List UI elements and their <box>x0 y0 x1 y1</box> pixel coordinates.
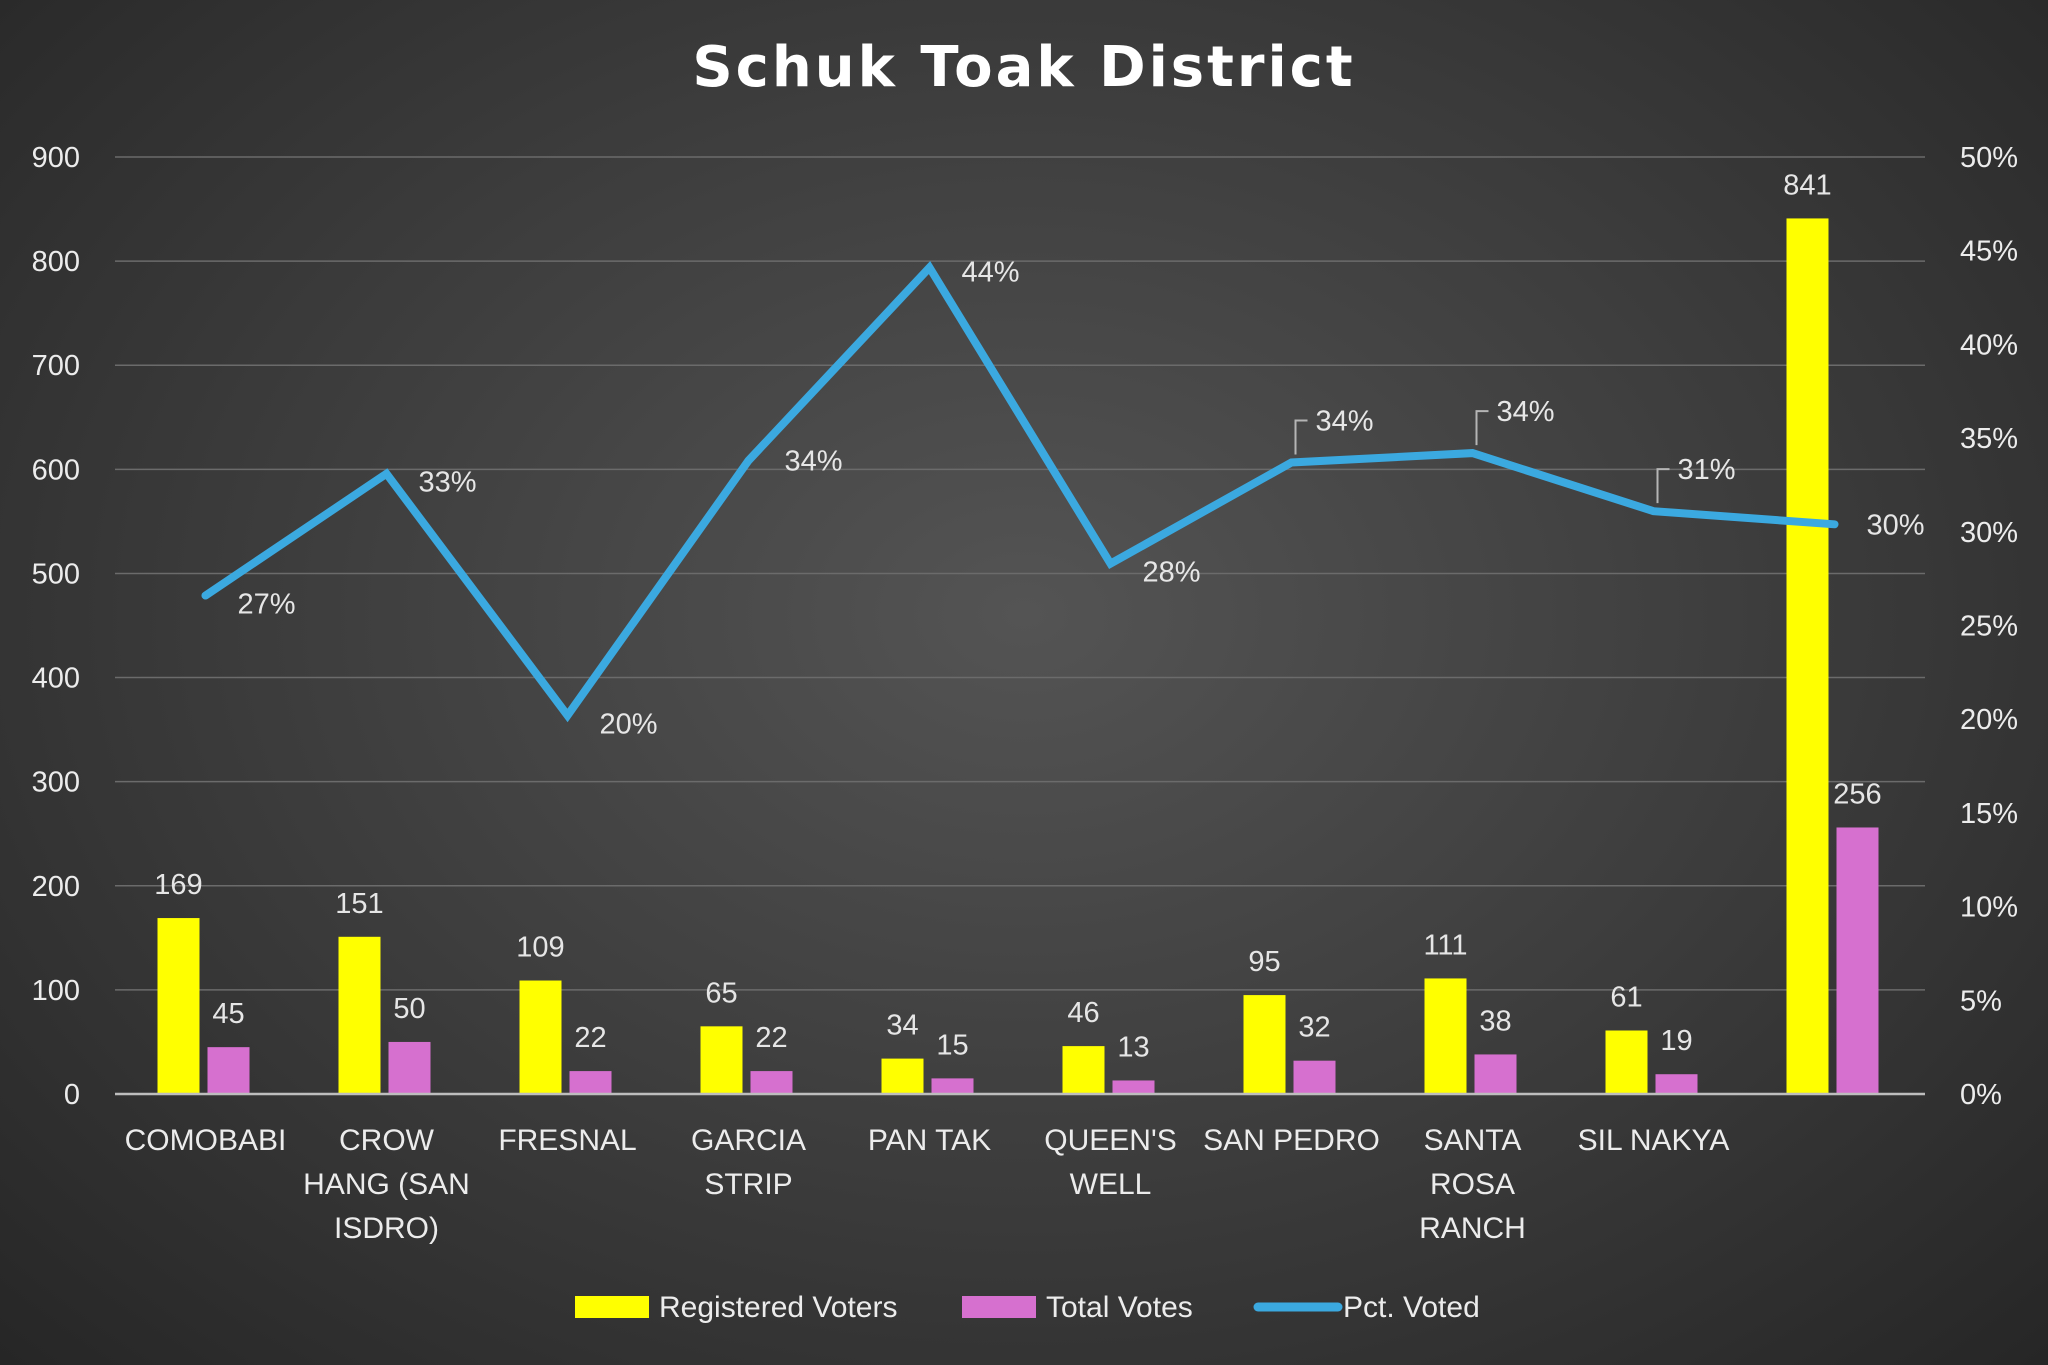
data-label-total-votes: 13 <box>1117 1031 1149 1063</box>
category-label: CROW HANG (SAN ISDRO) <box>303 1124 470 1245</box>
category-label: SAN PEDRO <box>1203 1124 1380 1157</box>
left-axis-tick-label: 300 <box>32 767 80 799</box>
bar-total-votes <box>931 1078 974 1094</box>
data-label-total-votes: 22 <box>574 1022 606 1054</box>
data-label-registered-voters: 95 <box>1248 946 1280 978</box>
data-label-pct-voted: 33% <box>419 467 477 499</box>
bar-total-votes <box>1293 1060 1336 1094</box>
chart-title: Schuk Toak District <box>692 35 1355 100</box>
left-axis-ticks: 0 100 200 300 400 500 600 700 800 900 <box>32 142 80 1111</box>
data-label-registered-voters: 46 <box>1067 997 1099 1029</box>
right-axis-tick-label: 40% <box>1960 329 2018 361</box>
leader-line <box>1656 468 1670 504</box>
category-label: FRESNAL <box>498 1124 636 1157</box>
legend-swatch-total-votes <box>962 1296 1036 1318</box>
data-label-pct-voted: 20% <box>600 708 658 740</box>
right-axis-tick-label: 45% <box>1960 236 2018 268</box>
data-label-total-votes: 50 <box>393 993 425 1025</box>
data-label-total-votes: 15 <box>936 1029 968 1061</box>
category-labels: COMOBABI CROW HANG (SAN ISDRO) FRESNAL GARCIA… <box>125 1124 1730 1245</box>
bars <box>157 218 1879 1095</box>
bar-total-votes <box>1474 1054 1517 1094</box>
left-axis-tick-label: 400 <box>32 663 80 695</box>
data-label-total-votes: 19 <box>1660 1025 1692 1057</box>
data-label-total-votes: 38 <box>1479 1005 1511 1037</box>
bar-registered-voters <box>1605 1030 1648 1094</box>
bar-total-votes <box>388 1041 431 1094</box>
left-axis-tick-label: 100 <box>32 975 80 1007</box>
leader-line <box>1475 410 1489 446</box>
data-label-registered-voters: 151 <box>335 888 383 920</box>
data-label-registered-voters: 169 <box>154 869 202 901</box>
bar-registered-voters <box>1062 1046 1105 1094</box>
left-axis-tick-label: 800 <box>32 246 80 278</box>
data-label-total-votes: 45 <box>212 998 244 1030</box>
data-label-pct-voted: 34% <box>785 446 843 478</box>
right-axis-tick-label: 20% <box>1960 704 2018 736</box>
bar-total-votes <box>1112 1080 1155 1094</box>
category-label: SIL NAKYA <box>1578 1124 1730 1157</box>
data-label-total-votes: 32 <box>1298 1012 1330 1044</box>
pct-voted-line-group <box>201 260 1839 723</box>
data-label-pct-voted: 31% <box>1678 454 1736 486</box>
legend-swatch-registered-voters <box>575 1296 649 1318</box>
right-axis-ticks: 0% 5% 10% 15% 20% 25% 30% 35% 40% 45% 50% <box>1960 142 2018 1111</box>
data-label-registered-voters: 65 <box>705 977 737 1009</box>
data-label-pct-voted: 30% <box>1867 509 1925 541</box>
legend-label-total-votes: Total Votes <box>1046 1291 1193 1324</box>
gridlines <box>115 156 1925 991</box>
right-axis-tick-label: 5% <box>1960 985 2002 1017</box>
bar-total-votes <box>750 1071 793 1094</box>
left-axis-tick-label: 200 <box>32 871 80 903</box>
right-axis-tick-label: 0% <box>1960 1079 2002 1111</box>
data-label-pct-voted: 28% <box>1143 557 1201 589</box>
right-axis-tick-label: 50% <box>1960 142 2018 174</box>
bar-total-votes <box>1655 1074 1698 1094</box>
leader-line <box>1294 419 1308 455</box>
data-label-pct-voted: 34% <box>1497 396 1555 428</box>
bar-registered-voters <box>881 1058 924 1094</box>
data-label-registered-voters: 109 <box>516 932 564 964</box>
data-label-total-votes: 22 <box>755 1022 787 1054</box>
right-axis-tick-label: 15% <box>1960 798 2018 830</box>
bar-registered-voters <box>157 918 200 1094</box>
legend: Registered Voters Total Votes Pct. Voted <box>575 1291 1480 1324</box>
left-axis-tick-label: 600 <box>32 454 80 486</box>
category-label: PAN TAK <box>868 1124 991 1157</box>
category-label: QUEEN'S WELL <box>1044 1124 1176 1201</box>
bar-registered-voters <box>519 980 562 1094</box>
right-axis-tick-label: 30% <box>1960 517 2018 549</box>
right-axis-tick-label: 35% <box>1960 423 2018 455</box>
bar-registered-voters <box>700 1026 743 1094</box>
series-line-pct-voted <box>201 260 1839 723</box>
data-label-registered-voters: 61 <box>1610 981 1642 1013</box>
right-axis-tick-label: 25% <box>1960 611 2018 643</box>
legend-label-registered-voters: Registered Voters <box>659 1291 897 1324</box>
category-label: COMOBABI <box>125 1124 287 1157</box>
data-label-pct-voted: 34% <box>1316 405 1374 437</box>
bar-total-votes <box>569 1071 612 1094</box>
left-axis-tick-label: 0 <box>64 1079 80 1111</box>
data-label-registered-voters: 111 <box>1423 929 1467 961</box>
category-label: SANTA ROSA RANCH <box>1419 1124 1526 1245</box>
bar-registered-voters <box>1243 995 1286 1094</box>
right-axis-tick-label: 10% <box>1960 892 2018 924</box>
bar-registered-voters <box>338 936 381 1094</box>
data-label-registered-voters: 841 <box>1783 169 1831 201</box>
data-label-total-votes: 256 <box>1833 778 1881 810</box>
bar-total-votes <box>1836 827 1879 1094</box>
left-axis-tick-label: 500 <box>32 558 80 590</box>
bar-registered-voters <box>1786 218 1829 1095</box>
category-label: GARCIA STRIP <box>691 1124 806 1201</box>
legend-label-pct-voted: Pct. Voted <box>1343 1291 1480 1324</box>
data-label-pct-voted: 44% <box>962 257 1020 289</box>
left-axis-tick-label: 900 <box>32 142 80 174</box>
bar-registered-voters <box>1424 978 1467 1094</box>
left-axis-tick-label: 700 <box>32 350 80 382</box>
bar-total-votes <box>207 1047 250 1094</box>
data-labels: 169 45 151 50 109 22 65 22 34 15 46 13 95 32 111 38 61 19… <box>154 169 1924 1063</box>
data-label-pct-voted: 27% <box>238 589 296 621</box>
data-label-registered-voters: 34 <box>886 1010 918 1042</box>
